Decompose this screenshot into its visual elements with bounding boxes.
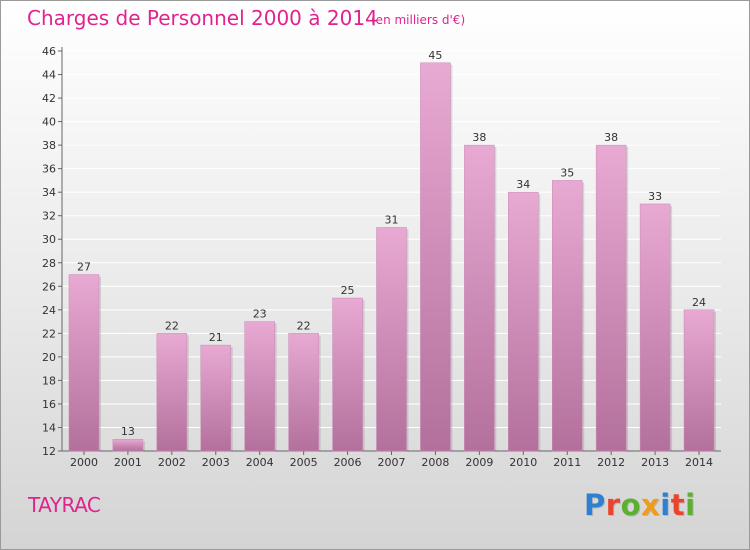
x-tick-label: 2009: [465, 456, 493, 469]
x-tick-label: 2007: [378, 456, 406, 469]
data-label: 33: [648, 190, 662, 203]
bar-2009: [464, 144, 495, 452]
logo-letter: x: [641, 488, 661, 522]
y-tick-label: 46: [42, 45, 56, 58]
data-label: 13: [121, 425, 135, 438]
y-tick-label: 44: [42, 69, 56, 82]
y-tick-label: 16: [42, 398, 56, 411]
data-label: 34: [516, 178, 530, 191]
data-label: 22: [297, 319, 311, 332]
chart-subtitle: (en milliers d'€): [371, 13, 466, 27]
data-label: 25: [341, 284, 355, 297]
x-tick-label: 2001: [114, 456, 142, 469]
x-tick-label: 2006: [334, 456, 362, 469]
value-labels: 27 13 22 21 23 22 25 31 45 38 34 35 38 33 24: [77, 49, 706, 438]
x-tick-label: 2004: [246, 456, 274, 469]
bar-2006: [332, 297, 363, 452]
y-tick-label: 34: [42, 186, 56, 199]
logo-letter: i: [685, 488, 696, 522]
commune-name: TAYRAC: [28, 493, 101, 517]
x-tick-label: 2012: [597, 456, 625, 469]
y-tick-label: 42: [42, 92, 56, 105]
y-tick-label: 28: [42, 257, 56, 270]
y-tick-label: 32: [42, 210, 56, 223]
x-tick-label: 2011: [553, 456, 581, 469]
x-tick-label: 2010: [509, 456, 537, 469]
logo-letter: i: [660, 488, 671, 522]
data-label: 23: [253, 308, 267, 321]
chart-title: Charges de Personnel 2000 à 2014: [27, 6, 378, 30]
logo-letter: P: [584, 488, 606, 522]
y-tick-label: 38: [42, 139, 56, 152]
logo-letter: o: [620, 488, 642, 522]
bar-2005: [288, 333, 319, 452]
data-label: 35: [560, 166, 574, 179]
x-tick-label: 2003: [202, 456, 230, 469]
bar-2002: [156, 333, 188, 452]
logo-letter: t: [670, 488, 686, 522]
bar-2004: [244, 321, 275, 452]
x-tick-label: 2008: [421, 456, 449, 469]
data-label: 45: [428, 49, 442, 62]
bar-2013: [639, 203, 671, 452]
bars: [68, 62, 717, 452]
data-label: 38: [472, 131, 486, 144]
y-tick-label: 22: [42, 327, 56, 340]
x-tick-label: 2014: [685, 456, 713, 469]
x-tick-label: 2002: [158, 456, 186, 469]
data-label: 22: [165, 319, 179, 332]
data-label: 31: [385, 213, 399, 226]
y-tick-label: 40: [42, 116, 56, 129]
bar-2011: [551, 180, 583, 452]
bar-2003: [200, 344, 232, 452]
bar-2012: [595, 144, 627, 452]
x-tick-label: 2005: [290, 456, 318, 469]
bar-2000: [68, 274, 100, 452]
x-tick-label: 2013: [641, 456, 669, 469]
y-tick-label: 20: [42, 351, 56, 364]
bar-2007: [376, 227, 407, 452]
x-tick-label: 2000: [70, 456, 98, 469]
y-tick-label: 30: [42, 233, 56, 246]
bar-2010: [508, 191, 539, 452]
data-label: 27: [77, 261, 91, 274]
y-tick-label: 26: [42, 280, 56, 293]
y-tick-label: 18: [42, 374, 56, 387]
y-tick-label: 12: [42, 445, 56, 458]
y-tick-label: 14: [42, 421, 56, 434]
data-label: 24: [692, 296, 706, 309]
data-label: 38: [604, 131, 618, 144]
bar-2014: [683, 309, 715, 452]
y-tick-label: 36: [42, 163, 56, 176]
bar-2001: [112, 438, 144, 452]
bar-2008: [420, 62, 451, 452]
logo-letter: r: [605, 488, 621, 522]
proxiti-logo: Proxiti: [584, 488, 696, 522]
y-tick-label: 24: [42, 304, 56, 317]
data-label: 21: [209, 331, 223, 344]
